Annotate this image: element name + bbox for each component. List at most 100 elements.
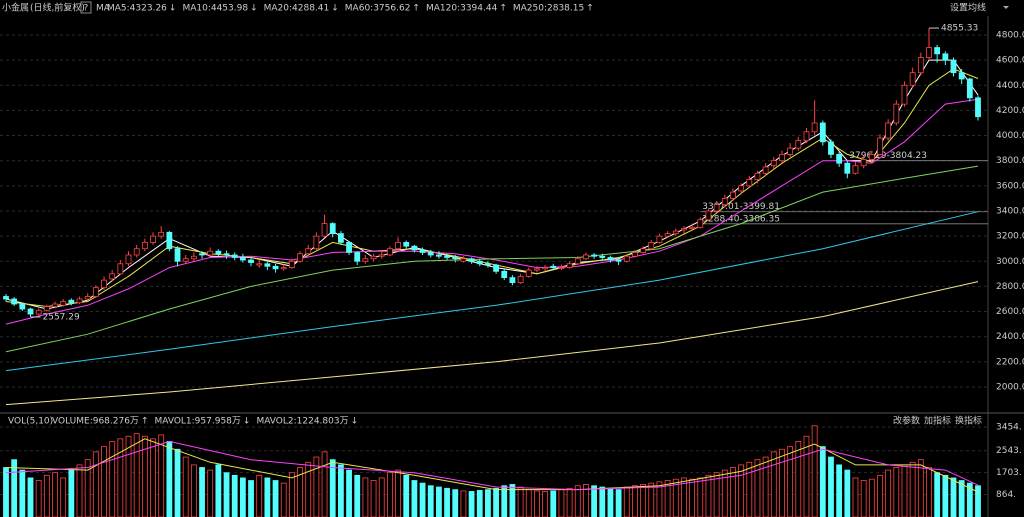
candle-body xyxy=(958,72,965,80)
candle-body xyxy=(297,253,303,262)
volume-bar xyxy=(942,474,949,517)
y-tick-label: 3454. xyxy=(996,422,1022,432)
volume-bar xyxy=(926,467,932,517)
legend-entry: MA10:4453.98 xyxy=(182,4,248,14)
candle-body xyxy=(52,303,58,307)
legend-entry: MAVOL1:957.958万 xyxy=(154,417,240,427)
candle-body xyxy=(828,141,834,155)
candle-body xyxy=(19,303,26,310)
ma-line xyxy=(5,165,979,353)
volume-bar xyxy=(117,438,124,517)
volume-bar xyxy=(190,464,197,517)
volume-bar xyxy=(697,477,704,517)
candle-body xyxy=(770,160,777,167)
legend-entry: MA120:3394.44 xyxy=(426,4,498,14)
volume-bar xyxy=(493,487,499,517)
candle-body xyxy=(223,253,230,256)
candle-body xyxy=(542,267,548,270)
volume-bar xyxy=(779,448,785,517)
volume-bar xyxy=(248,480,254,517)
volume-bar xyxy=(738,464,745,517)
candle-body xyxy=(901,84,908,105)
candle-body xyxy=(403,242,410,247)
candle-body xyxy=(264,263,271,267)
volume-bar xyxy=(92,451,99,517)
volume-bar xyxy=(705,474,712,517)
legend-trend: ↓ xyxy=(250,4,258,14)
legend-trend: ↓ xyxy=(169,4,177,14)
candle-body xyxy=(158,231,165,237)
volume-bar xyxy=(256,474,263,517)
candle-body xyxy=(705,210,712,221)
candle-body xyxy=(583,254,589,260)
volume-bar xyxy=(436,486,442,517)
volume-bar xyxy=(337,464,344,517)
ma-line xyxy=(5,211,979,372)
settings[interactable]: 设置均线 xyxy=(950,2,986,14)
candle-body xyxy=(395,242,401,250)
candle-body xyxy=(182,258,189,262)
volume-bar xyxy=(909,461,916,517)
volume-bar xyxy=(3,467,9,517)
stock-name: 小金属 xyxy=(2,2,29,14)
volume-bar xyxy=(362,477,369,517)
candle-body xyxy=(868,154,875,160)
help-box[interactable] xyxy=(80,1,92,14)
candle-body xyxy=(370,255,377,260)
volume-bar xyxy=(917,459,924,517)
candle-body xyxy=(721,198,728,206)
volume-bar xyxy=(264,477,271,517)
y-tick-label: 3000.00 xyxy=(996,257,1024,267)
candle-body xyxy=(419,249,426,253)
ma-label: MA xyxy=(96,4,111,14)
candle-body xyxy=(926,47,932,59)
candle-body xyxy=(493,264,499,272)
candle-body xyxy=(640,248,647,253)
volume-bar xyxy=(640,484,647,517)
volume-bar xyxy=(101,446,107,517)
candle-body xyxy=(101,279,107,289)
volume-bar xyxy=(534,490,540,517)
indicator-button[interactable]: 换指标 xyxy=(955,415,982,427)
volume-bar xyxy=(109,441,116,517)
indicator-button[interactable]: 改参数 xyxy=(893,415,920,427)
volume-bar xyxy=(958,480,965,517)
candle-body xyxy=(386,248,393,256)
candle-body xyxy=(672,230,679,235)
y-tick-label: 4400.00 xyxy=(996,81,1024,91)
candle-body xyxy=(860,159,867,167)
volume-bar xyxy=(35,480,42,517)
volume-bar xyxy=(76,464,83,517)
volume-bar xyxy=(403,474,410,517)
dropdown-arrow[interactable] xyxy=(1003,6,1009,9)
candle-body xyxy=(337,233,344,243)
volume-bar xyxy=(721,469,728,517)
y-tick-label: 4000.00 xyxy=(996,131,1024,141)
volume-bar xyxy=(664,480,671,517)
candle-body xyxy=(460,258,467,262)
indicator-button[interactable]: 加指标 xyxy=(924,415,951,427)
volume-bar xyxy=(207,469,214,517)
candle-body xyxy=(819,122,826,143)
volume-bar xyxy=(607,487,614,517)
candle-body xyxy=(648,242,655,250)
volume-bar xyxy=(354,474,361,517)
help[interactable]: ? xyxy=(84,4,89,14)
candle-body xyxy=(166,231,173,250)
candle-body xyxy=(909,72,916,86)
candle-body xyxy=(656,235,663,243)
candle-body xyxy=(836,154,843,164)
candle-body xyxy=(199,253,205,256)
candle-body xyxy=(811,122,818,133)
volume-bar xyxy=(427,485,434,517)
volume-bar xyxy=(795,441,802,517)
legend-trend: ↑ xyxy=(141,417,149,427)
legend-entry: MA60:3756.62 xyxy=(345,4,411,14)
candle-body xyxy=(84,296,91,300)
volume-bar xyxy=(133,433,140,517)
volume-bar xyxy=(787,446,794,517)
candle-body xyxy=(239,257,246,261)
candle-body xyxy=(427,252,434,256)
volume-bar xyxy=(378,477,385,517)
y-tick-label: 2800.00 xyxy=(996,282,1024,292)
